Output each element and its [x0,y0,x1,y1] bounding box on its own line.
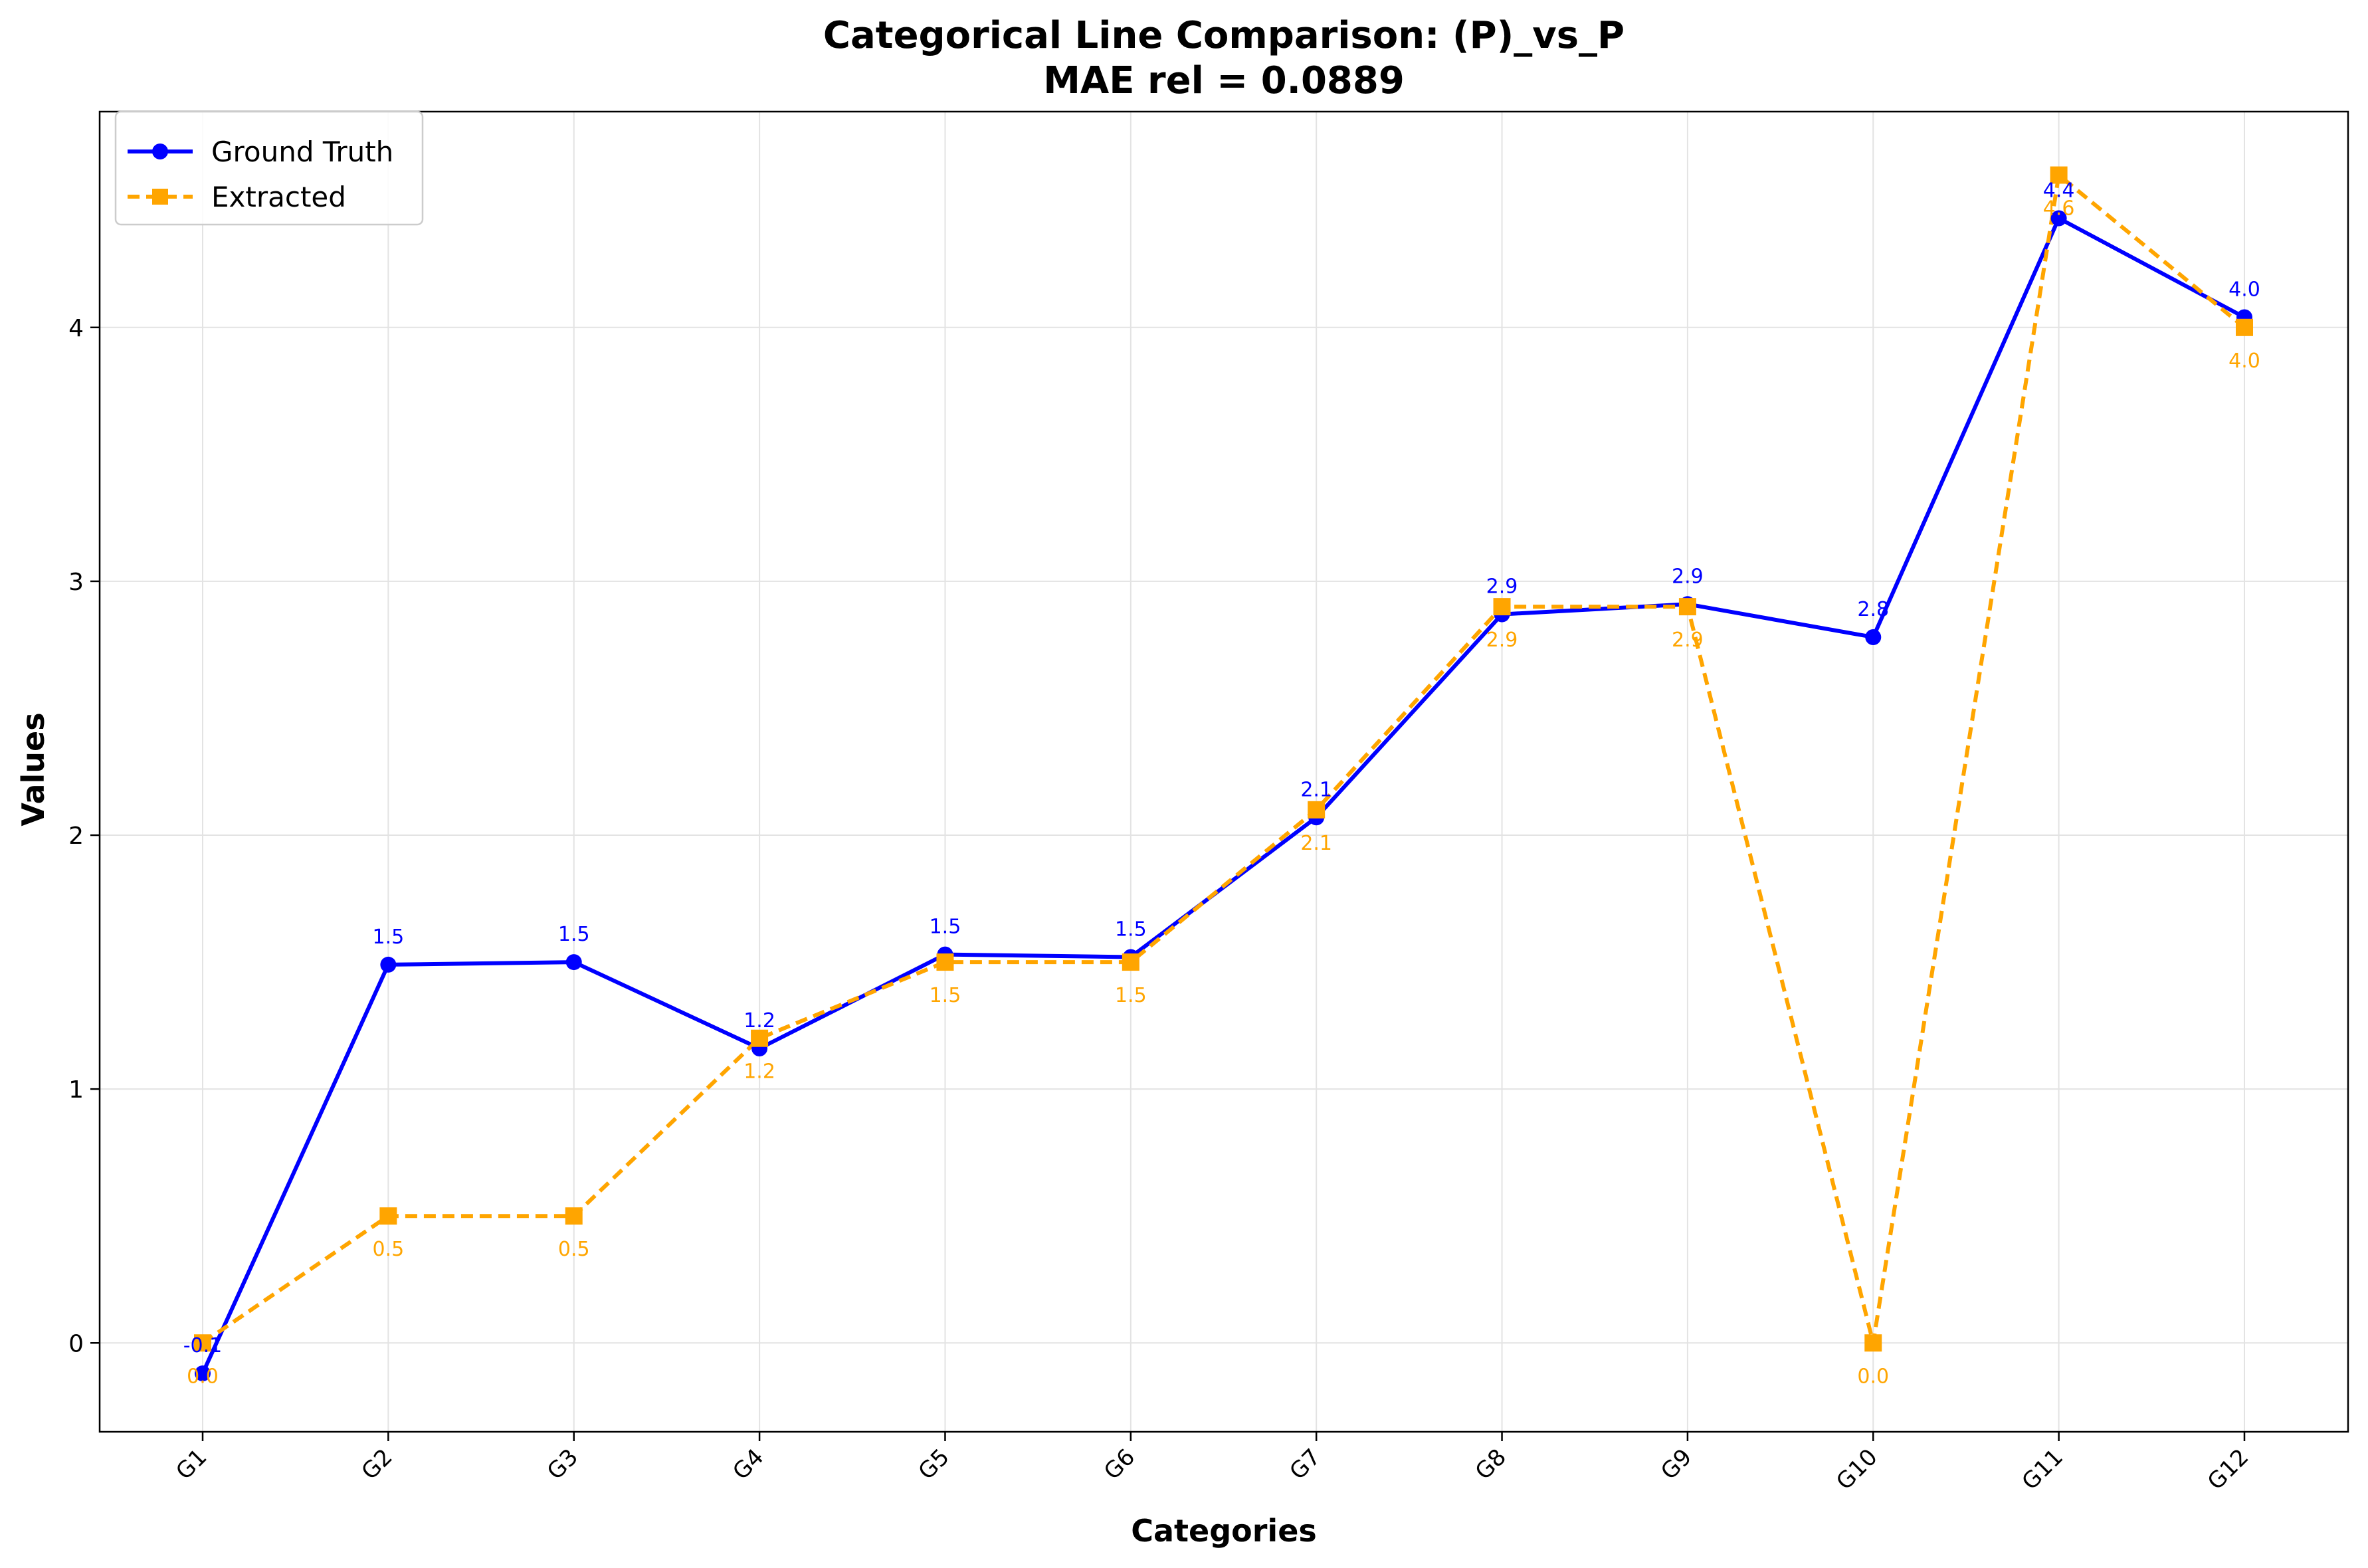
data-label-extracted: 0.0 [1857,1365,1889,1388]
point-ground-truth [1865,629,1882,645]
data-label-extracted: 0.5 [558,1238,590,1261]
legend-ground-truth-label: Ground Truth [211,136,393,168]
data-label-ground-truth: 1.5 [558,923,590,946]
point-ground-truth [565,954,582,971]
data-label-extracted: 1.2 [743,1060,775,1084]
y-tick-label: 0 [68,1330,84,1357]
data-label-extracted: 4.6 [2043,197,2075,221]
y-axis-ticks: 0 1 2 3 4 [68,315,100,1357]
data-label-ground-truth: 1.5 [1115,918,1147,941]
data-label-extracted: 0.5 [373,1238,405,1261]
data-label-layer: -0.1 1.5 1.5 1.2 1.5 1.5 2.1 2.9 2.9 2.8 4.4 4.0 0.0… [183,179,2260,1388]
point-ground-truth [195,1365,211,1382]
chart-subtitle: MAE rel = 0.0889 [1043,59,1405,102]
y-tick-label: 3 [68,569,84,596]
point-ground-truth [380,956,397,973]
data-label-extracted: 1.5 [930,984,961,1007]
point-extracted [379,1207,397,1225]
legend-extracted-marker [152,189,168,205]
data-label-extracted: 4.0 [2228,349,2260,373]
plot-frame [98,110,2349,1433]
chart-title: Categorical Line Comparison: (P)_vs_P [823,14,1625,57]
data-label-ground-truth: 2.9 [1672,565,1704,588]
point-extracted [1864,1334,1882,1352]
point-extracted [1493,598,1511,616]
data-label-ground-truth: 4.0 [2228,278,2260,302]
point-extracted [2236,318,2253,336]
data-label-extracted: 2.9 [1672,629,1704,652]
data-label-ground-truth: 1.5 [373,926,405,949]
data-label-extracted: 2.9 [1486,629,1518,652]
series-layer [194,166,2253,1382]
y-tick-label: 4 [68,315,84,342]
grid-layer [100,112,2348,1432]
point-ground-truth [2050,210,2067,227]
data-label-ground-truth: 2.8 [1857,598,1889,621]
legend-ground-truth-marker [152,144,168,159]
y-tick-label: 1 [68,1076,84,1104]
data-label-ground-truth: 2.1 [1300,778,1332,801]
point-extracted [751,1029,769,1047]
y-tick-label: 2 [68,823,84,850]
data-label-extracted: 1.5 [1115,984,1147,1007]
point-extracted [565,1207,583,1225]
point-extracted [1678,598,1696,616]
data-label-ground-truth: 1.2 [743,1009,775,1032]
legend-extracted-label: Extracted [211,181,346,213]
legend: Ground Truth Extracted [114,110,424,226]
data-label-ground-truth: 2.9 [1486,575,1518,599]
x-axis-label: Categories [1131,1513,1317,1549]
data-label-ground-truth: 1.5 [930,916,961,939]
series-line-extracted [201,173,2246,1345]
point-extracted [1308,801,1326,819]
y-axis-label: Values [15,712,51,826]
data-label-extracted: 2.1 [1300,832,1332,855]
point-extracted [194,1334,211,1352]
point-extracted [2050,166,2068,184]
data-label-ground-truth: 4.4 [2043,179,2075,202]
point-extracted [1122,953,1139,971]
data-label-extracted: 0.0 [187,1365,219,1388]
point-extracted [936,953,954,971]
data-label-ground-truth: -0.1 [183,1334,223,1357]
